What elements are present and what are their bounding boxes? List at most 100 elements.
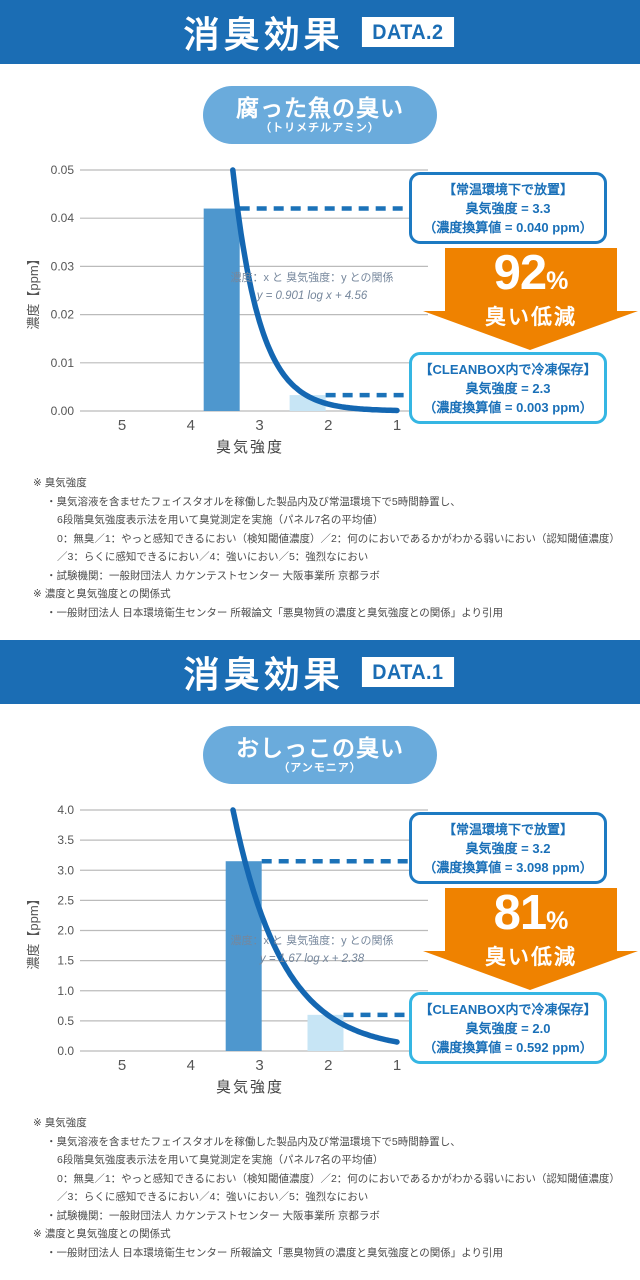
callout-cleanbox: 【CLEANBOX内で冷凍保存】 臭気強度 = 2.3 （濃度換算値 = 0.0… (409, 352, 607, 424)
bar-room-temp (225, 861, 262, 1051)
odor-type-title: おしっこの臭い (236, 735, 404, 761)
reduction-label: 臭い低減 (485, 306, 577, 329)
section-title: 消臭効果 (183, 14, 344, 55)
callout-concentration: （濃度換算値 = 0.003 ppm） (423, 400, 593, 415)
callout-title: 【CLEANBOX内で冷凍保存】 (419, 1002, 597, 1017)
y-tick-label: 0.01 (51, 356, 75, 370)
reduction-percent: 81% (445, 885, 617, 950)
panel-data1: 消臭効果 DATA.1 おしっこの臭い （アンモニア） 0.0 0.5 1.0 1.5… (0, 640, 640, 1280)
x-tick-label: 2 (324, 1057, 332, 1074)
odor-concentration-chart: 0.00 0.01 0.02 0.03 0.04 0.05 5 4 3 2 1 臭気強度 濃度【ppm】… (26, 163, 428, 456)
y-tick-label: 0.0 (57, 1044, 74, 1058)
note-line: 6段階臭気強度表示法を用いて臭覚測定を実施（パネル7名の平均値） (57, 514, 384, 526)
curve-equation: y = 1.67 log x + 2.38 (259, 953, 365, 965)
reduction-arrow-body (445, 888, 617, 952)
note-line: ※ 臭気強度 (33, 477, 87, 489)
note-line: 0：無臭／1：やっと感知できるにおい（検知閾値濃度）／2：何のにおいであるかがわ… (57, 532, 620, 545)
callout-odor-intensity: 臭気強度 = 3.2 (465, 841, 551, 856)
footnotes: ※ 臭気強度・臭気溶液を含ませたフェイスタオルを稼働した製品内及び常温環境下で5… (33, 1114, 623, 1262)
data-number-badge: DATA.1 (361, 657, 454, 687)
note-line: ／3：らくに感知できるにおい／4：強いにおい／5：強烈なにおい (57, 1191, 369, 1203)
odor-type-chemical: （アンモニア） (278, 762, 362, 774)
y-tick-label: 0.02 (51, 308, 75, 322)
footnotes: ※ 臭気強度・臭気溶液を含ませたフェイスタオルを稼働した製品内及び常温環境下で5… (33, 474, 623, 622)
callout-title: 【常温環境下で放置】 (442, 822, 573, 837)
y-axis-title: 濃度【ppm】 (26, 252, 41, 329)
callout-odor-intensity: 臭気強度 = 2.3 (465, 381, 551, 396)
note-line: ※ 濃度と臭気強度との関係式 (33, 588, 171, 600)
reduction-value: 81 (493, 886, 548, 940)
callout-cleanbox: 【CLEANBOX内で冷凍保存】 臭気強度 = 2.0 （濃度換算値 = 0.5… (409, 992, 607, 1064)
y-tick-label: 3.0 (57, 863, 74, 877)
callout-room-temp: 【常温環境下で放置】 臭気強度 = 3.3 （濃度換算値 = 0.040 ppm… (409, 172, 607, 244)
x-tick-label: 4 (187, 417, 195, 434)
section-header: 消臭効果 DATA.1 (0, 640, 640, 704)
x-tick-label: 5 (118, 1057, 126, 1074)
reduction-percent: 92% (445, 245, 617, 310)
odor-type-chemical: （トリメチルアミン） (260, 122, 380, 134)
y-tick-label: 4.0 (57, 803, 74, 817)
odor-type-pill: 腐った魚の臭い （トリメチルアミン） (203, 86, 437, 144)
reduction-arrow-body (445, 248, 617, 312)
y-tick-label: 0.03 (51, 259, 75, 273)
odor-concentration-chart: 0.0 0.5 1.0 1.5 2.0 2.5 3.0 3.5 4.0 5 4 3 2 1 臭気強度 濃度【p… (26, 803, 428, 1096)
reduction-value: 92 (493, 246, 548, 300)
bar-room-temp (203, 208, 240, 411)
callout-concentration: （濃度換算値 = 3.098 ppm） (423, 860, 593, 875)
note-line: ・一般財団法人 日本環境衛生センター 所報論文「悪臭物質の濃度と臭気強度との関係… (46, 606, 504, 619)
y-tick-label: 2.5 (57, 893, 74, 907)
x-tick-label: 3 (255, 417, 263, 434)
callout-odor-intensity: 臭気強度 = 2.0 (465, 1021, 551, 1036)
callout-title: 【CLEANBOX内で冷凍保存】 (419, 362, 597, 377)
curve-equation: y = 0.901 log x + 4.56 (256, 290, 368, 302)
x-tick-label: 3 (255, 1057, 263, 1074)
note-line: ・臭気溶液を含ませたフェイスタオルを稼働した製品内及び常温環境下で5時間静置し、 (46, 495, 461, 508)
percent-sign: % (546, 267, 569, 295)
note-line: 0：無臭／1：やっと感知できるにおい（検知閾値濃度）／2：何のにおいであるかがわ… (57, 1172, 620, 1185)
curve-annotation-label: 濃度：x と 臭気強度：y との関係 (230, 933, 393, 947)
callout-title: 【常温環境下で放置】 (442, 182, 573, 197)
y-tick-label: 0.00 (51, 404, 75, 418)
note-line: ／3：らくに感知できるにおい／4：強いにおい／5：強烈なにおい (57, 551, 369, 563)
relationship-curve (230, 807, 400, 1045)
section-title: 消臭効果 (183, 654, 344, 695)
note-line: ・一般財団法人 日本環境衛生センター 所報論文「悪臭物質の濃度と臭気強度との関係… (46, 1246, 504, 1259)
y-tick-label: 0.05 (51, 163, 75, 177)
panel-data2: 消臭効果 DATA.2 腐った魚の臭い （トリメチルアミン） 0.00 0.01 0… (0, 0, 640, 622)
note-line: ・試験機関：一般財団法人 カケンテストセンター 大阪事業所 京都ラボ (46, 1209, 380, 1222)
odor-type-title: 腐った魚の臭い (236, 95, 404, 121)
x-axis-title: 臭気強度 (216, 1079, 284, 1096)
callout-concentration: （濃度換算値 = 0.592 ppm） (423, 1040, 593, 1055)
y-tick-label: 0.5 (57, 1014, 74, 1028)
x-axis-title: 臭気強度 (216, 439, 284, 456)
y-tick-label: 1.5 (57, 954, 74, 968)
x-tick-label: 5 (118, 417, 126, 434)
y-tick-label: 1.0 (57, 984, 74, 998)
note-line: ・臭気溶液を含ませたフェイスタオルを稼働した製品内及び常温環境下で5時間静置し、 (46, 1135, 461, 1148)
y-tick-label: 2.0 (57, 924, 74, 938)
y-tick-label: 3.5 (57, 833, 74, 847)
reduction-arrow-head (423, 311, 638, 350)
percent-sign: % (546, 907, 569, 935)
reduction-label: 臭い低減 (485, 946, 577, 969)
data-number-badge: DATA.2 (361, 17, 454, 47)
x-tick-label: 2 (324, 417, 332, 434)
note-line: ※ 濃度と臭気強度との関係式 (33, 1228, 171, 1240)
note-line: ※ 臭気強度 (33, 1117, 87, 1129)
reduction-arrow-head (423, 951, 638, 990)
relationship-curve (230, 167, 400, 414)
x-tick-label: 1 (393, 1057, 401, 1074)
section-header: 消臭効果 DATA.2 (0, 0, 640, 64)
note-line: 6段階臭気強度表示法を用いて臭覚測定を実施（パネル7名の平均値） (57, 1154, 384, 1166)
callout-odor-intensity: 臭気強度 = 3.3 (465, 201, 551, 216)
odor-type-pill: おしっこの臭い （アンモニア） (203, 726, 437, 784)
y-axis-title: 濃度【ppm】 (26, 892, 41, 969)
x-tick-label: 1 (393, 417, 401, 434)
callout-concentration: （濃度換算値 = 0.040 ppm） (423, 220, 593, 235)
y-tick-label: 0.04 (51, 211, 75, 225)
x-tick-label: 4 (187, 1057, 195, 1074)
curve-annotation-label: 濃度：x と 臭気強度：y との関係 (230, 270, 393, 284)
note-line: ・試験機関：一般財団法人 カケンテストセンター 大阪事業所 京都ラボ (46, 569, 380, 582)
callout-room-temp: 【常温環境下で放置】 臭気強度 = 3.2 （濃度換算値 = 3.098 ppm… (409, 812, 607, 884)
